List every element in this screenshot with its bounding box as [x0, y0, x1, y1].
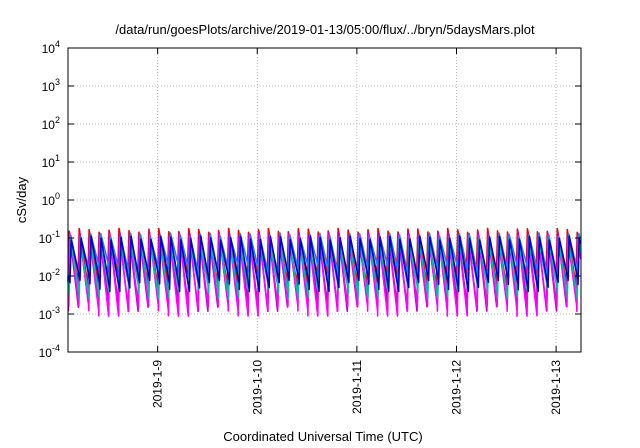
y-tick-label: 100 — [42, 191, 60, 208]
x-tick-label: 2019-1-11 — [350, 360, 364, 414]
y-tick-label: 10-4 — [39, 343, 60, 360]
plot-frame — [67, 47, 582, 353]
y-tick-label: 10-3 — [39, 305, 60, 322]
chart-title: /data/run/goesPlots/archive/2019-01-13/0… — [115, 22, 535, 37]
x-tick-label: 2019-1-12 — [449, 360, 463, 415]
y-tick-label: 10-2 — [39, 267, 60, 284]
axis-ticks: 104 103 102 101 100 10-1 10-2 10-3 10-4 2019-1-9 2… — [39, 39, 581, 415]
y-tick-label: 10-1 — [39, 229, 60, 246]
x-tick-label: 2019-1-13 — [549, 360, 563, 415]
y-axis-title: cSv/day — [14, 176, 29, 223]
y-tick-label: 104 — [42, 39, 60, 56]
series-line — [68, 235, 582, 293]
x-tick-label: 2019-1-9 — [151, 360, 165, 408]
x-tick-label: 2019-1-10 — [250, 360, 264, 415]
x-axis-title: Coordinated Universal Time (UTC) — [223, 429, 422, 444]
y-tick-label: 103 — [42, 77, 60, 94]
grid — [68, 48, 581, 352]
y-tick-label: 101 — [42, 153, 60, 170]
y-tick-label: 102 — [42, 115, 60, 132]
series-lines — [67, 227, 582, 317]
